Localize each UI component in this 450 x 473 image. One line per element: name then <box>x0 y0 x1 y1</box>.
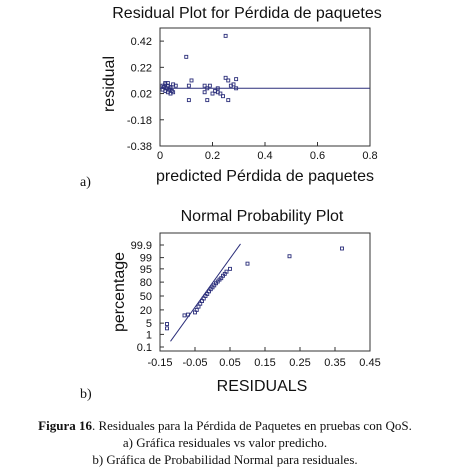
normal-point <box>186 312 190 317</box>
residual-point <box>234 77 239 82</box>
residual-x-tick-label: 0.8 <box>362 150 377 162</box>
residual-point <box>210 91 215 96</box>
caption-line-2: a) Gráfica residuales vs valor predicho. <box>122 435 328 450</box>
residual-point <box>186 98 191 103</box>
residual-y-tick-label: -0.38 <box>127 141 152 153</box>
residual-plot-frame <box>159 27 371 147</box>
residual-point <box>186 83 191 88</box>
residual-point <box>234 86 239 91</box>
normal-point <box>245 261 250 266</box>
normal-point <box>182 313 187 318</box>
panel-label-a: a) <box>80 175 91 190</box>
residual-x-tick-label: 0.6 <box>310 150 325 162</box>
residual-plot-y-ticks: -0.38 -0.18 0.02 0.22 0.42 <box>127 36 164 153</box>
residual-y-tick-label: 0.42 <box>131 36 152 48</box>
normal-point <box>165 326 169 331</box>
residual-point <box>184 54 189 59</box>
normal-plot-title: Normal Probability Plot <box>181 208 344 225</box>
residual-x-tick-label: 0.2 <box>205 150 220 162</box>
residual-point <box>218 91 223 96</box>
figure-caption: Figura 16. Residuales para la Pérdida de… <box>0 417 450 468</box>
residual-plot-title: Residual Plot for Pérdida de paquetes <box>112 5 382 22</box>
residual-point <box>223 33 228 38</box>
residual-plot-xlabel: predicted Pérdida de paquetes <box>156 168 374 185</box>
normal-x-tick-label: 0.35 <box>324 357 345 369</box>
normal-x-tick-label: 0.15 <box>254 357 275 369</box>
normal-point <box>340 246 344 251</box>
residual-y-tick-label: 0.02 <box>131 89 152 101</box>
residual-point <box>226 98 231 103</box>
normal-plot-frame <box>159 232 371 352</box>
residual-plot-points <box>160 33 239 103</box>
residual-point <box>202 83 207 88</box>
residual-x-tick-label: 0 <box>157 150 163 162</box>
residual-plot-ylabel: residual <box>101 56 118 112</box>
normal-plot-xlabel: RESIDUALS <box>217 378 308 395</box>
normal-x-tick-label: -0.15 <box>147 357 172 369</box>
residual-point <box>215 86 220 91</box>
residual-point <box>168 85 173 89</box>
normal-y-tick-label: 80 <box>140 277 152 289</box>
residual-point <box>226 78 231 83</box>
residual-point <box>171 90 176 95</box>
residual-y-tick-label: 0.22 <box>131 62 152 74</box>
caption-line-1: Figura 16. Residuales para la Pérdida de… <box>0 417 450 434</box>
normal-point <box>287 254 292 259</box>
residual-plot: Residual Plot for Pérdida de paquetes -0… <box>80 5 382 190</box>
residual-point <box>173 83 178 88</box>
residual-point <box>205 98 210 103</box>
normal-plot-ylabel: percentage <box>111 252 128 332</box>
residual-point <box>231 82 236 87</box>
normal-plot-x-ticks: -0.15 -0.05 0.05 0.15 0.25 0.35 0.45 <box>147 347 381 369</box>
caption-line-3: b) Gráfica de Probabilidad Normal para r… <box>92 452 358 467</box>
normal-x-tick-label: 0.05 <box>219 357 240 369</box>
residual-point <box>221 94 225 99</box>
caption-label: Figura 16 <box>38 418 92 433</box>
normal-x-tick-label: 0.25 <box>289 357 310 369</box>
normal-plot-points <box>165 246 344 331</box>
panel-label-b: b) <box>80 387 92 402</box>
normal-y-tick-label: 1 <box>146 329 152 341</box>
residual-plot-x-ticks: 0 0.2 0.4 0.6 0.8 <box>157 142 378 162</box>
normal-y-tick-label: 0.1 <box>137 342 152 354</box>
normal-y-tick-label: 50 <box>140 291 152 303</box>
caption-text: . Residuales para la Pérdida de Paquetes… <box>91 418 412 433</box>
normal-x-tick-label: 0.45 <box>359 357 380 369</box>
residual-point <box>207 83 212 88</box>
normal-y-tick-label: 99.9 <box>131 240 152 252</box>
residual-x-tick-label: 0.4 <box>257 150 272 162</box>
normal-y-tick-label: 5 <box>146 318 152 330</box>
normal-point <box>228 266 232 271</box>
residual-point <box>223 75 228 80</box>
residual-point <box>205 86 210 91</box>
normal-y-tick-label: 99 <box>140 253 152 265</box>
residual-point <box>202 90 207 95</box>
normal-y-tick-label: 95 <box>140 264 152 276</box>
residual-point <box>163 81 168 86</box>
residual-y-tick-label: -0.18 <box>127 115 152 127</box>
figure-16: Residual Plot for Pérdida de paquetes -0… <box>80 5 382 402</box>
normal-point <box>165 322 169 326</box>
normal-x-tick-label: -0.05 <box>182 357 207 369</box>
normal-y-tick-label: 20 <box>140 305 152 317</box>
normal-point <box>224 269 229 274</box>
residual-point <box>189 78 194 83</box>
